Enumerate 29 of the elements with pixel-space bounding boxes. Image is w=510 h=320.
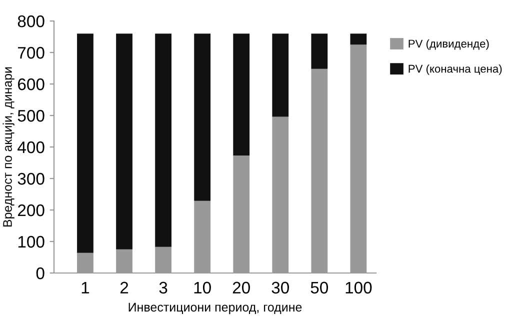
x-axis-title: Инвестициони период, године bbox=[128, 302, 302, 314]
y-tick-label: 800 bbox=[18, 15, 44, 28]
x-tick-label: 3 bbox=[159, 282, 168, 294]
y-tick-label: 0 bbox=[36, 267, 44, 280]
legend-label: PV (дивиденде) bbox=[408, 39, 489, 50]
bar bbox=[194, 34, 211, 201]
y-axis-title: Вредност по акцији, динари bbox=[2, 67, 14, 227]
y-tick-label: 600 bbox=[18, 78, 44, 90]
y-tick-label: 200 bbox=[18, 204, 44, 216]
x-tick-label: 2 bbox=[120, 282, 128, 294]
y-tick-label: 400 bbox=[18, 141, 44, 154]
y-tick-label: 100 bbox=[18, 236, 44, 248]
x-tick-label: 50 bbox=[310, 282, 328, 294]
x-tick-label: 30 bbox=[272, 282, 289, 294]
bar bbox=[155, 34, 172, 247]
y-tick-label: 500 bbox=[18, 110, 44, 122]
bar bbox=[233, 34, 250, 156]
bar bbox=[116, 34, 132, 250]
legend-label: PV (коначна цена) bbox=[408, 64, 502, 75]
x-tick-label: 20 bbox=[232, 282, 250, 294]
x-tick-label: 100 bbox=[346, 282, 372, 294]
bar bbox=[272, 34, 289, 117]
x-tick-label: 10 bbox=[194, 282, 211, 294]
bar bbox=[350, 34, 367, 45]
y-tick-label: 700 bbox=[18, 46, 44, 59]
bar bbox=[77, 34, 94, 253]
x-tick-label: 1 bbox=[82, 282, 90, 294]
y-tick-label: 300 bbox=[18, 172, 44, 185]
bar bbox=[311, 34, 328, 69]
